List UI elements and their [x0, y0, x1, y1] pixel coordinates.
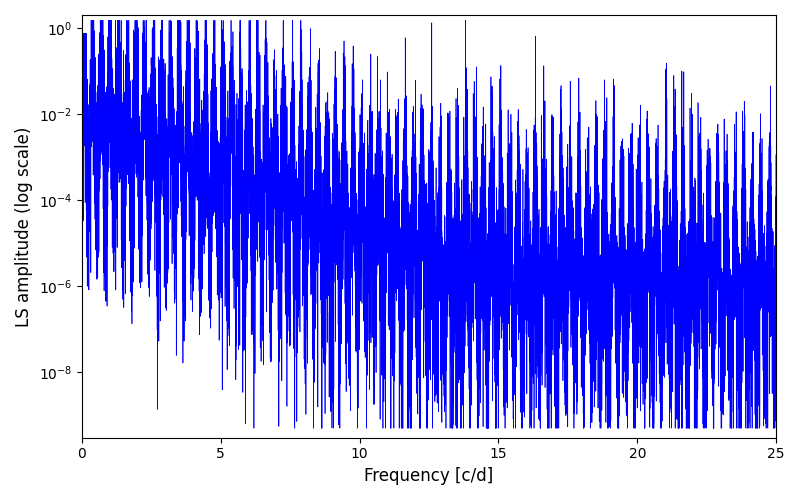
Y-axis label: LS amplitude (log scale): LS amplitude (log scale) — [15, 126, 33, 326]
X-axis label: Frequency [c/d]: Frequency [c/d] — [364, 467, 494, 485]
